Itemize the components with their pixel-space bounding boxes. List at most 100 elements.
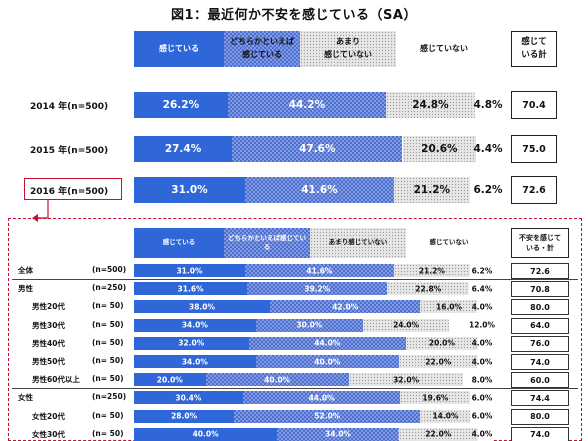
detail-data-label: 44.0% <box>314 338 341 348</box>
detail-data-label: 21.2% <box>418 266 445 275</box>
detail-legend-label-3: あまり感じていない <box>328 238 388 247</box>
detail-row-label: 女性30代 <box>32 429 65 439</box>
bar-segment <box>469 177 492 203</box>
detail-bar-segment <box>348 373 464 387</box>
bar-segment <box>227 92 387 118</box>
legend-label-2: どちらかといえば 感じている <box>230 37 294 59</box>
legend-swatch-1 <box>134 31 224 67</box>
group-separator <box>12 388 578 390</box>
detail-legend-swatch-2 <box>224 228 310 258</box>
detail-bar-segment <box>134 264 245 277</box>
bar-segment <box>244 177 394 203</box>
bar-segment <box>386 92 475 118</box>
top-row-label: 2014 年(n=500) <box>30 102 109 112</box>
data-label: 4.4% <box>473 143 503 155</box>
top-row-label: 2016 年(n=500) <box>30 187 109 197</box>
detail-data-label: 4.0% <box>471 429 493 439</box>
detail-data-label: 42.0% <box>332 302 359 312</box>
detail-bar-segment <box>134 355 256 368</box>
detail-bar-segment-fill <box>420 409 471 423</box>
detail-data-label: 32.0% <box>393 375 420 385</box>
detail-total-value: 80.0 <box>511 408 569 425</box>
detail-legend-swatch-2-fill <box>224 228 310 258</box>
detail-bar-segment <box>477 336 492 350</box>
detail-bar-segment <box>449 318 492 332</box>
detail-row-n: (n= 50) <box>92 374 124 384</box>
data-label: 20.6% <box>421 143 458 155</box>
detail-data-label: 34.0% <box>325 429 352 439</box>
detail-data-label: 32.0% <box>178 338 205 348</box>
detail-row-n: (n= 50) <box>92 410 124 420</box>
total-value: 72.6 <box>511 176 557 204</box>
data-label: 27.4% <box>164 143 202 155</box>
detail-total-value: 74.4 <box>511 390 569 407</box>
chart-title: 図1：最近何か不安を感じている（SA） <box>171 8 417 23</box>
detail-data-label: 16.0% <box>436 302 463 312</box>
detail-row-n: (n= 50) <box>92 428 124 438</box>
legend-label-1: 感じている <box>159 43 199 53</box>
bar-segment-fill <box>244 177 394 203</box>
bar-segment <box>134 177 245 203</box>
data-label: 31.0% <box>171 184 208 196</box>
detail-legend-swatch-3 <box>310 228 406 258</box>
detail-row-n: (n=500) <box>92 265 127 274</box>
detail-data-label: 8.0% <box>471 375 493 385</box>
detail-bar-segment <box>387 282 470 296</box>
detail-bar-segment <box>477 300 492 314</box>
data-label: 24.8% <box>412 99 449 111</box>
bar-segment <box>232 136 403 162</box>
legend-swatch-4 <box>396 31 492 67</box>
detail-bar-segment-fill <box>420 300 478 314</box>
detail-bar-segment-fill <box>400 391 471 405</box>
detail-row-label: 全体 <box>18 266 33 275</box>
detail-row-label: 男性50代 <box>32 357 65 366</box>
detail-data-label: 22.0% <box>425 429 452 439</box>
detail-row-n: (n= 50) <box>92 356 124 365</box>
data-label: 47.6% <box>299 143 336 155</box>
detail-bar-segment <box>255 355 399 368</box>
detail-data-label: 40.0% <box>192 429 219 439</box>
detail-data-label: 31.6% <box>177 284 204 294</box>
detail-bar-segment-fill <box>363 318 450 332</box>
detail-row-label: 男性20代 <box>32 302 65 312</box>
detail-data-label: 28.0% <box>171 411 198 421</box>
detail-data-label: 20.0% <box>156 375 183 385</box>
detail-bar-segment <box>363 318 450 332</box>
detail-data-label: 20.0% <box>428 338 455 348</box>
data-label: 4.8% <box>473 99 503 111</box>
bar-segment-fill <box>227 92 387 118</box>
detail-data-label: 22.0% <box>425 357 452 366</box>
detail-data-label: 39.2% <box>304 284 331 294</box>
detail-bar-segment <box>398 355 478 368</box>
data-label: 21.2% <box>413 184 451 196</box>
detail-data-label: 19.6% <box>422 393 449 403</box>
detail-data-label: 30.0% <box>296 320 323 330</box>
detail-data-label: 34.0% <box>181 357 208 366</box>
detail-data-label: 6.2% <box>471 266 493 275</box>
detail-bar-segment <box>242 391 401 405</box>
detail-bar-segment <box>420 409 471 423</box>
detail-bar-segment <box>134 427 278 441</box>
detail-data-label: 6.4% <box>471 284 493 294</box>
detail-data-label: 12.0% <box>468 320 496 330</box>
detail-total-value: 60.0 <box>511 372 569 389</box>
detail-bar-segment-fill <box>205 373 349 387</box>
detail-bar-segment <box>277 427 399 441</box>
detail-row-label: 男性60代以上 <box>32 375 80 385</box>
bar-segment <box>476 136 492 162</box>
detail-row-label: 女性20代 <box>32 411 65 421</box>
detail-bar-segment <box>270 300 421 314</box>
detail-bar-segment <box>420 300 478 314</box>
detail-bar-segment <box>134 409 235 423</box>
detail-data-label: 6.0% <box>471 393 493 403</box>
detail-bar-segment <box>247 282 388 296</box>
detail-bar-segment <box>248 336 407 350</box>
detail-bar-segment <box>134 373 206 387</box>
detail-row-label: 男性 <box>18 284 33 294</box>
detail-bar-segment-fill <box>242 391 401 405</box>
total-value: 75.0 <box>511 135 557 163</box>
detail-bar-segment <box>205 373 349 387</box>
detail-bar-segment-fill <box>406 336 478 350</box>
detail-bar-segment-fill <box>393 264 470 277</box>
